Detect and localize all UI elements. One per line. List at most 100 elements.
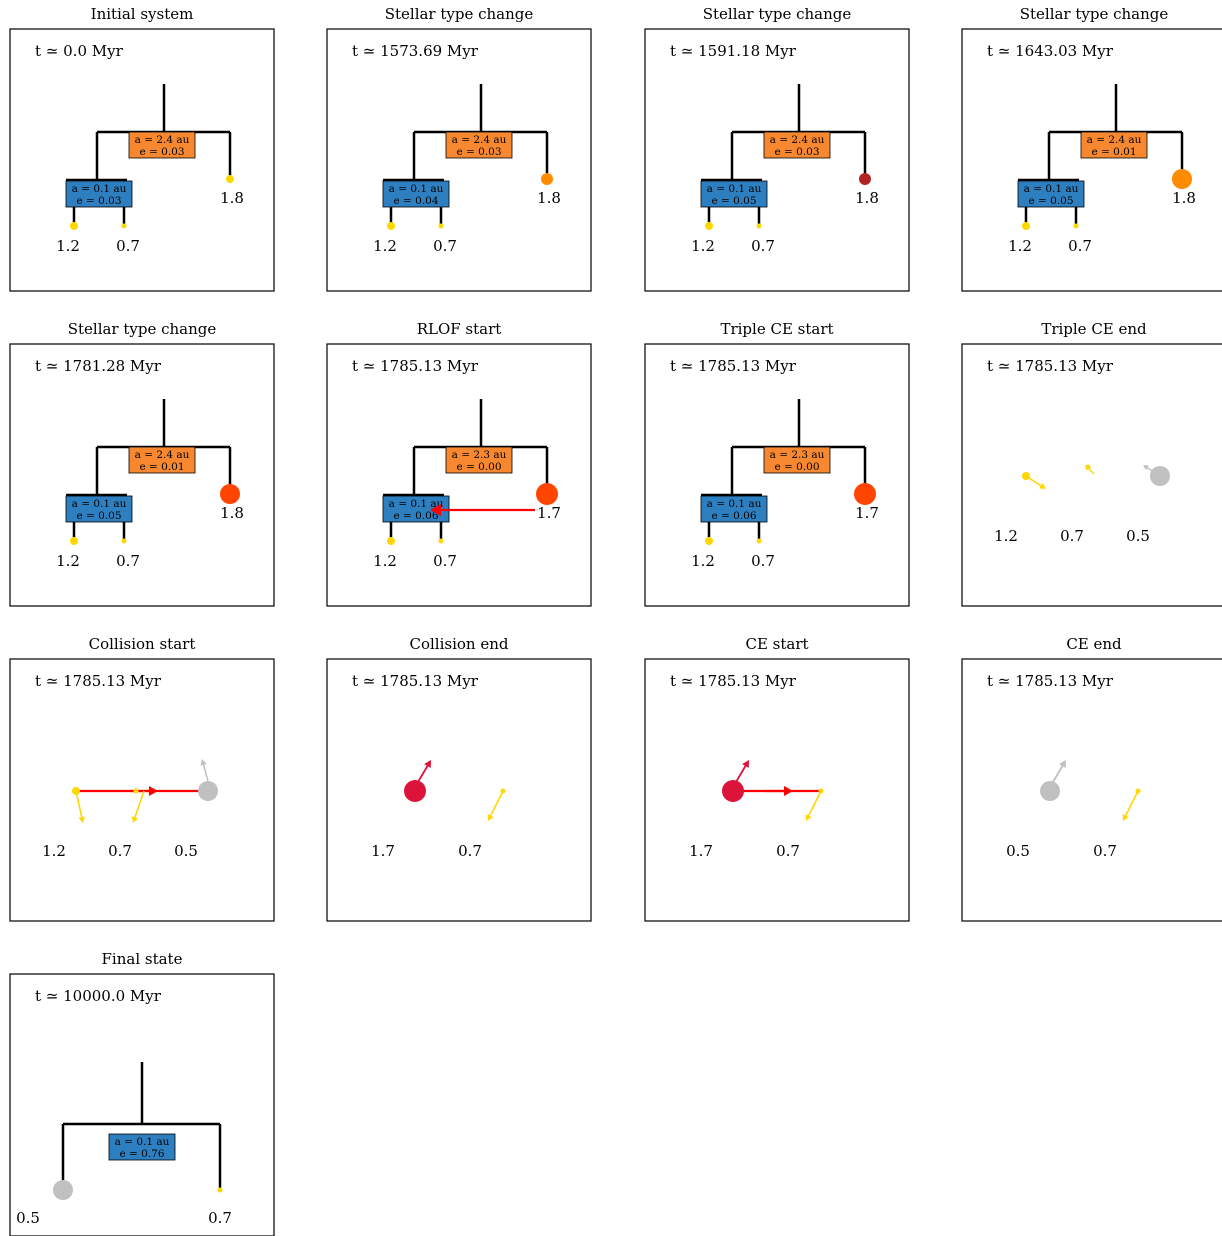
orbit-semimajor-axis: a = 2.4 au [135,449,190,461]
panel-title: CE start [745,635,808,653]
star-marker [859,173,871,185]
panel-title: Final state [102,950,183,968]
velocity-arrow-head [200,759,207,766]
panel-frame [961,28,1222,292]
orbit-semimajor-axis: a = 0.1 au [707,183,762,195]
orbit-semimajor-axis: a = 0.1 au [72,183,127,195]
outer-orbit-box [445,131,513,159]
velocity-arrow-head [1085,465,1091,471]
orbit-eccentricity: e = 0.03 [76,195,121,207]
outer-orbit-box [763,131,831,159]
velocity-arrow-head [1059,760,1066,768]
inner-orbit-box [65,180,133,208]
star-marker [854,483,876,505]
velocity-arrow-head [1143,465,1149,471]
star-marker [387,537,395,545]
star-mass-label: 1.8 [855,189,879,207]
velocity-arrow [1052,763,1065,783]
outer-orbit-box [763,446,831,474]
star-marker [705,537,713,545]
star-mass-label: 1.2 [56,237,80,255]
star-marker [541,173,553,185]
star-marker [1150,466,1170,486]
star-marker [438,538,444,544]
velocity-arrow-head [131,816,139,823]
orbit-semimajor-axis: a = 2.4 au [1087,134,1142,146]
inner-orbit-box [700,495,768,523]
panel-frame [961,658,1222,922]
velocity-arrow [133,790,145,820]
panel: Stellar type change t ≃ 1781.28 Myr a = 2.… [9,320,275,607]
star-mass-label: 0.7 [116,237,140,255]
panel-time: t ≃ 1643.03 Myr [987,42,1114,60]
panel: Stellar type change t ≃ 1591.18 Myr a = 2.… [644,5,910,292]
panel-title: Triple CE end [1041,320,1147,338]
star-mass-label: 1.2 [56,552,80,570]
star-mass-label: 1.2 [994,527,1018,545]
orbit-eccentricity: e = 0.03 [774,146,819,158]
star-mass-label: 0.7 [1093,842,1117,860]
velocity-arrow-head [424,760,431,768]
star-mass-label: 1.7 [689,842,713,860]
orbit-semimajor-axis: a = 0.1 au [389,498,444,510]
star-marker [387,222,395,230]
panel-title: Stellar type change [1020,5,1169,23]
star-marker [53,1180,73,1200]
interaction-arrow-head [784,786,793,796]
panel: CE end t ≃ 1785.13 Myr 0.5 0.7 [961,635,1222,922]
panel-title: Collision start [89,635,196,653]
panel-time: t ≃ 1781.28 Myr [35,357,162,375]
orbit-eccentricity: e = 0.03 [139,146,184,158]
star-mass-label: 1.8 [220,189,244,207]
panel-frame [9,343,275,607]
panel: Collision end t ≃ 1785.13 Myr 1.7 0.7 [326,635,592,922]
panel-frame [644,343,910,607]
panel-frame [9,658,275,922]
star-mass-label: 1.2 [691,237,715,255]
velocity-arrow [488,790,504,819]
star-mass-label: 0.5 [174,842,198,860]
panel-time: t ≃ 1573.69 Myr [352,42,479,60]
panel-frame [326,658,592,922]
star-marker [438,223,444,229]
panel-time: t ≃ 10000.0 Myr [35,987,162,1005]
panel: CE start t ≃ 1785.13 Myr 1.7 0.7 [644,635,910,922]
star-mass-label: 0.5 [1126,527,1150,545]
velocity-arrow-head [78,816,85,823]
orbit-eccentricity: e = 0.00 [456,461,501,473]
star-marker [1040,781,1060,801]
panel-title: Stellar type change [703,5,852,23]
orbit-eccentricity: e = 0.00 [774,461,819,473]
panel: Stellar type change t ≃ 1573.69 Myr a = 2.… [326,5,592,292]
velocity-arrow [735,763,748,783]
panel-frame [9,973,275,1236]
panel-time: t ≃ 1785.13 Myr [670,672,797,690]
orbit-eccentricity: e = 0.76 [119,1148,164,1160]
orbit-semimajor-axis: a = 2.3 au [452,449,507,461]
orbit-box [108,1133,176,1161]
star-marker [133,788,139,794]
panel: Stellar type change t ≃ 1643.03 Myr a = 2.… [961,5,1222,292]
panel-frame [644,28,910,292]
inner-orbit-box [65,495,133,523]
panel: Triple CE start t ≃ 1785.13 Myr a = 2.3 au… [644,320,910,607]
panel-frame [9,28,275,292]
orbit-semimajor-axis: a = 2.4 au [770,134,825,146]
velocity-arrow [417,763,430,783]
star-mass-label: 1.2 [373,237,397,255]
panel-time: t ≃ 1785.13 Myr [352,672,479,690]
star-marker [705,222,713,230]
star-marker [217,1187,223,1193]
velocity-arrow-head [487,814,494,821]
star-mass-label: 0.7 [458,842,482,860]
star-mass-label: 1.7 [371,842,395,860]
outer-orbit-box [1080,131,1148,159]
orbit-semimajor-axis: a = 2.4 au [135,134,190,146]
interaction-arrow-head [149,786,158,796]
orbit-semimajor-axis: a = 0.1 au [72,498,127,510]
panel-title: CE end [1066,635,1122,653]
panel: Triple CE end t ≃ 1785.13 Myr 1.2 0.7 0.5 [961,320,1222,607]
panel-frame [326,28,592,292]
panel-time: t ≃ 1785.13 Myr [352,357,479,375]
